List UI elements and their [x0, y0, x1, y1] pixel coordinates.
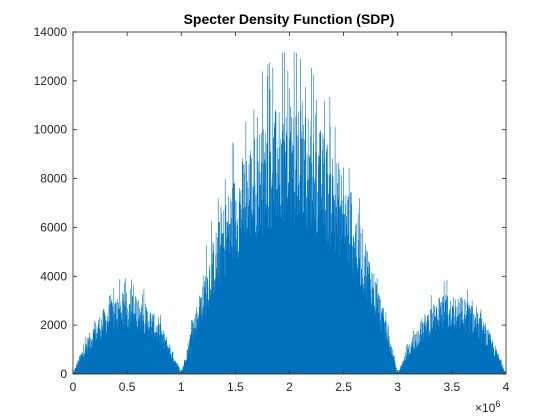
y-tick-label: 0	[60, 367, 67, 381]
y-tick-label: 4000	[40, 269, 67, 283]
x-tick-label: 3	[394, 380, 401, 394]
x-tick-label: 0	[70, 380, 77, 394]
y-tick-label: 10000	[34, 123, 68, 137]
y-tick-label: 14000	[34, 25, 68, 39]
y-tick-label: 6000	[40, 220, 67, 234]
x-axis-exponent: ×106	[475, 399, 500, 415]
x-tick-label: 3.5	[444, 380, 461, 394]
x-tick-label: 0.5	[119, 380, 136, 394]
series-spectrum	[72, 52, 507, 374]
x-exponent-power: 6	[495, 399, 500, 409]
x-tick-label: 4	[503, 380, 510, 394]
x-tick-label: 1.5	[227, 380, 244, 394]
y-axis-ticks: 0 2000 4000 6000 8000 10000 12000 14000	[34, 25, 506, 381]
x-tick-label: 2	[286, 380, 293, 394]
x-tick-label: 2.5	[335, 380, 352, 394]
x-axis-ticks: 0 0.5 1 1.5 2 2.5 3 3.5 4	[70, 32, 510, 394]
x-tick-label: 1	[178, 380, 185, 394]
y-tick-label: 8000	[40, 172, 67, 186]
chart-title: Specter Density Function (SDP)	[184, 11, 395, 27]
y-tick-label: 2000	[40, 318, 67, 332]
y-tick-label: 12000	[34, 74, 68, 88]
x-exponent-base: ×10	[475, 401, 496, 415]
